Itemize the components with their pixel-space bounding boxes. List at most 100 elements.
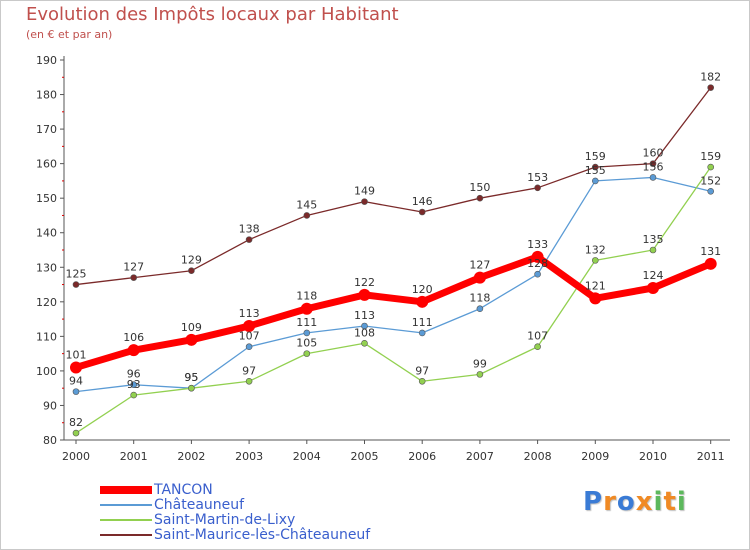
data-label: 131 xyxy=(700,245,721,258)
x-tick-label: 2008 xyxy=(524,450,552,463)
data-point xyxy=(72,388,80,395)
data-label: 138 xyxy=(239,223,260,236)
data-label: 149 xyxy=(354,185,375,198)
data-label: 127 xyxy=(123,261,144,274)
data-label: 125 xyxy=(66,268,87,281)
data-point xyxy=(418,208,426,216)
data-label: 113 xyxy=(239,307,260,320)
data-point xyxy=(707,84,715,91)
x-tick-label: 2005 xyxy=(351,450,379,463)
data-point xyxy=(591,163,599,171)
data-point xyxy=(534,270,541,278)
logo-letter: i xyxy=(653,487,664,517)
x-tick-label: 2011 xyxy=(697,450,725,463)
data-label: 160 xyxy=(643,147,664,160)
data-point xyxy=(243,320,256,332)
data-point xyxy=(70,361,82,374)
data-label: 111 xyxy=(296,316,317,329)
data-label: 135 xyxy=(643,233,664,246)
data-point xyxy=(649,160,657,167)
data-point xyxy=(185,333,198,346)
data-label: 127 xyxy=(469,259,490,272)
data-label: 107 xyxy=(239,330,260,343)
logo-letter: t xyxy=(663,487,677,517)
data-point xyxy=(130,391,137,399)
data-label: 109 xyxy=(181,321,202,334)
legend-swatch xyxy=(100,534,152,536)
data-point xyxy=(473,271,486,284)
data-label: 97 xyxy=(242,364,256,377)
x-tick-label: 2000 xyxy=(62,450,90,463)
y-tick-label: 170 xyxy=(36,123,57,136)
data-point xyxy=(707,187,715,195)
data-label: 121 xyxy=(585,279,606,292)
data-point xyxy=(303,329,311,337)
chart-subtitle: (en € et par an) xyxy=(26,28,113,41)
data-point xyxy=(476,305,484,313)
data-label: 155 xyxy=(585,164,606,177)
data-point xyxy=(303,212,311,219)
legend-label: Saint-Martin-de-Lixy xyxy=(154,512,296,528)
data-point xyxy=(531,250,544,263)
data-point xyxy=(245,236,253,243)
data-point xyxy=(476,371,484,378)
data-label: 182 xyxy=(700,71,721,84)
data-label: 107 xyxy=(527,330,548,343)
logo-letter: P xyxy=(583,487,604,517)
data-label: 101 xyxy=(66,348,87,361)
data-label: 128 xyxy=(527,257,548,270)
data-label: 118 xyxy=(296,290,317,303)
data-label: 105 xyxy=(296,337,317,350)
series-line-3 xyxy=(75,86,712,286)
legend-label: Saint-Maurice-lès-Châteauneuf xyxy=(154,527,371,543)
data-label: 150 xyxy=(469,181,490,194)
data-point xyxy=(418,329,426,337)
data-label: 159 xyxy=(700,150,721,163)
data-label: 113 xyxy=(354,309,375,322)
data-label: 99 xyxy=(473,357,487,370)
data-label: 94 xyxy=(69,375,83,388)
logo-letter: i xyxy=(676,487,687,517)
data-point xyxy=(704,257,717,270)
data-point xyxy=(188,267,195,275)
y-tick-label: 150 xyxy=(36,192,57,205)
data-label: 93 xyxy=(127,378,141,391)
data-point xyxy=(361,339,368,347)
data-point xyxy=(300,302,313,315)
logo-letter: o xyxy=(616,487,636,517)
x-tick-label: 2009 xyxy=(581,450,609,463)
legend-swatch xyxy=(100,486,152,494)
proxiti-logo: Proxiti xyxy=(583,487,687,517)
data-point xyxy=(303,350,311,357)
data-point xyxy=(72,429,80,437)
data-point xyxy=(707,163,715,171)
data-point xyxy=(188,384,195,392)
logo-letter: r xyxy=(603,487,617,517)
data-point xyxy=(476,194,484,202)
data-label: 159 xyxy=(585,150,606,163)
data-label: 124 xyxy=(643,269,664,282)
legend-swatch xyxy=(100,519,152,521)
x-tick-label: 2003 xyxy=(235,450,263,463)
series-line-0 xyxy=(72,253,715,371)
data-point xyxy=(72,281,80,288)
y-tick-label: 140 xyxy=(36,227,57,240)
data-point xyxy=(416,295,429,308)
data-label: 156 xyxy=(643,160,664,173)
series-line-1 xyxy=(75,176,712,393)
x-tick-label: 2001 xyxy=(120,450,148,463)
data-label: 120 xyxy=(412,283,433,296)
legend-label: Châteauneuf xyxy=(154,497,245,513)
logo-letter: x xyxy=(635,487,654,517)
chart-title: Evolution des Impôts locaux par Habitant xyxy=(26,4,399,25)
data-label: 132 xyxy=(585,243,606,256)
data-point xyxy=(361,198,368,205)
data-label: 95 xyxy=(184,371,198,384)
data-label: 129 xyxy=(181,254,202,267)
data-point xyxy=(534,343,541,351)
y-tick-label: 90 xyxy=(43,399,57,412)
line-chart: 80 90 100 110 120 130 140 150 160 170 180 190 2000 20… xyxy=(36,54,730,463)
legend-swatch xyxy=(100,504,152,506)
data-label: 152 xyxy=(700,174,721,187)
